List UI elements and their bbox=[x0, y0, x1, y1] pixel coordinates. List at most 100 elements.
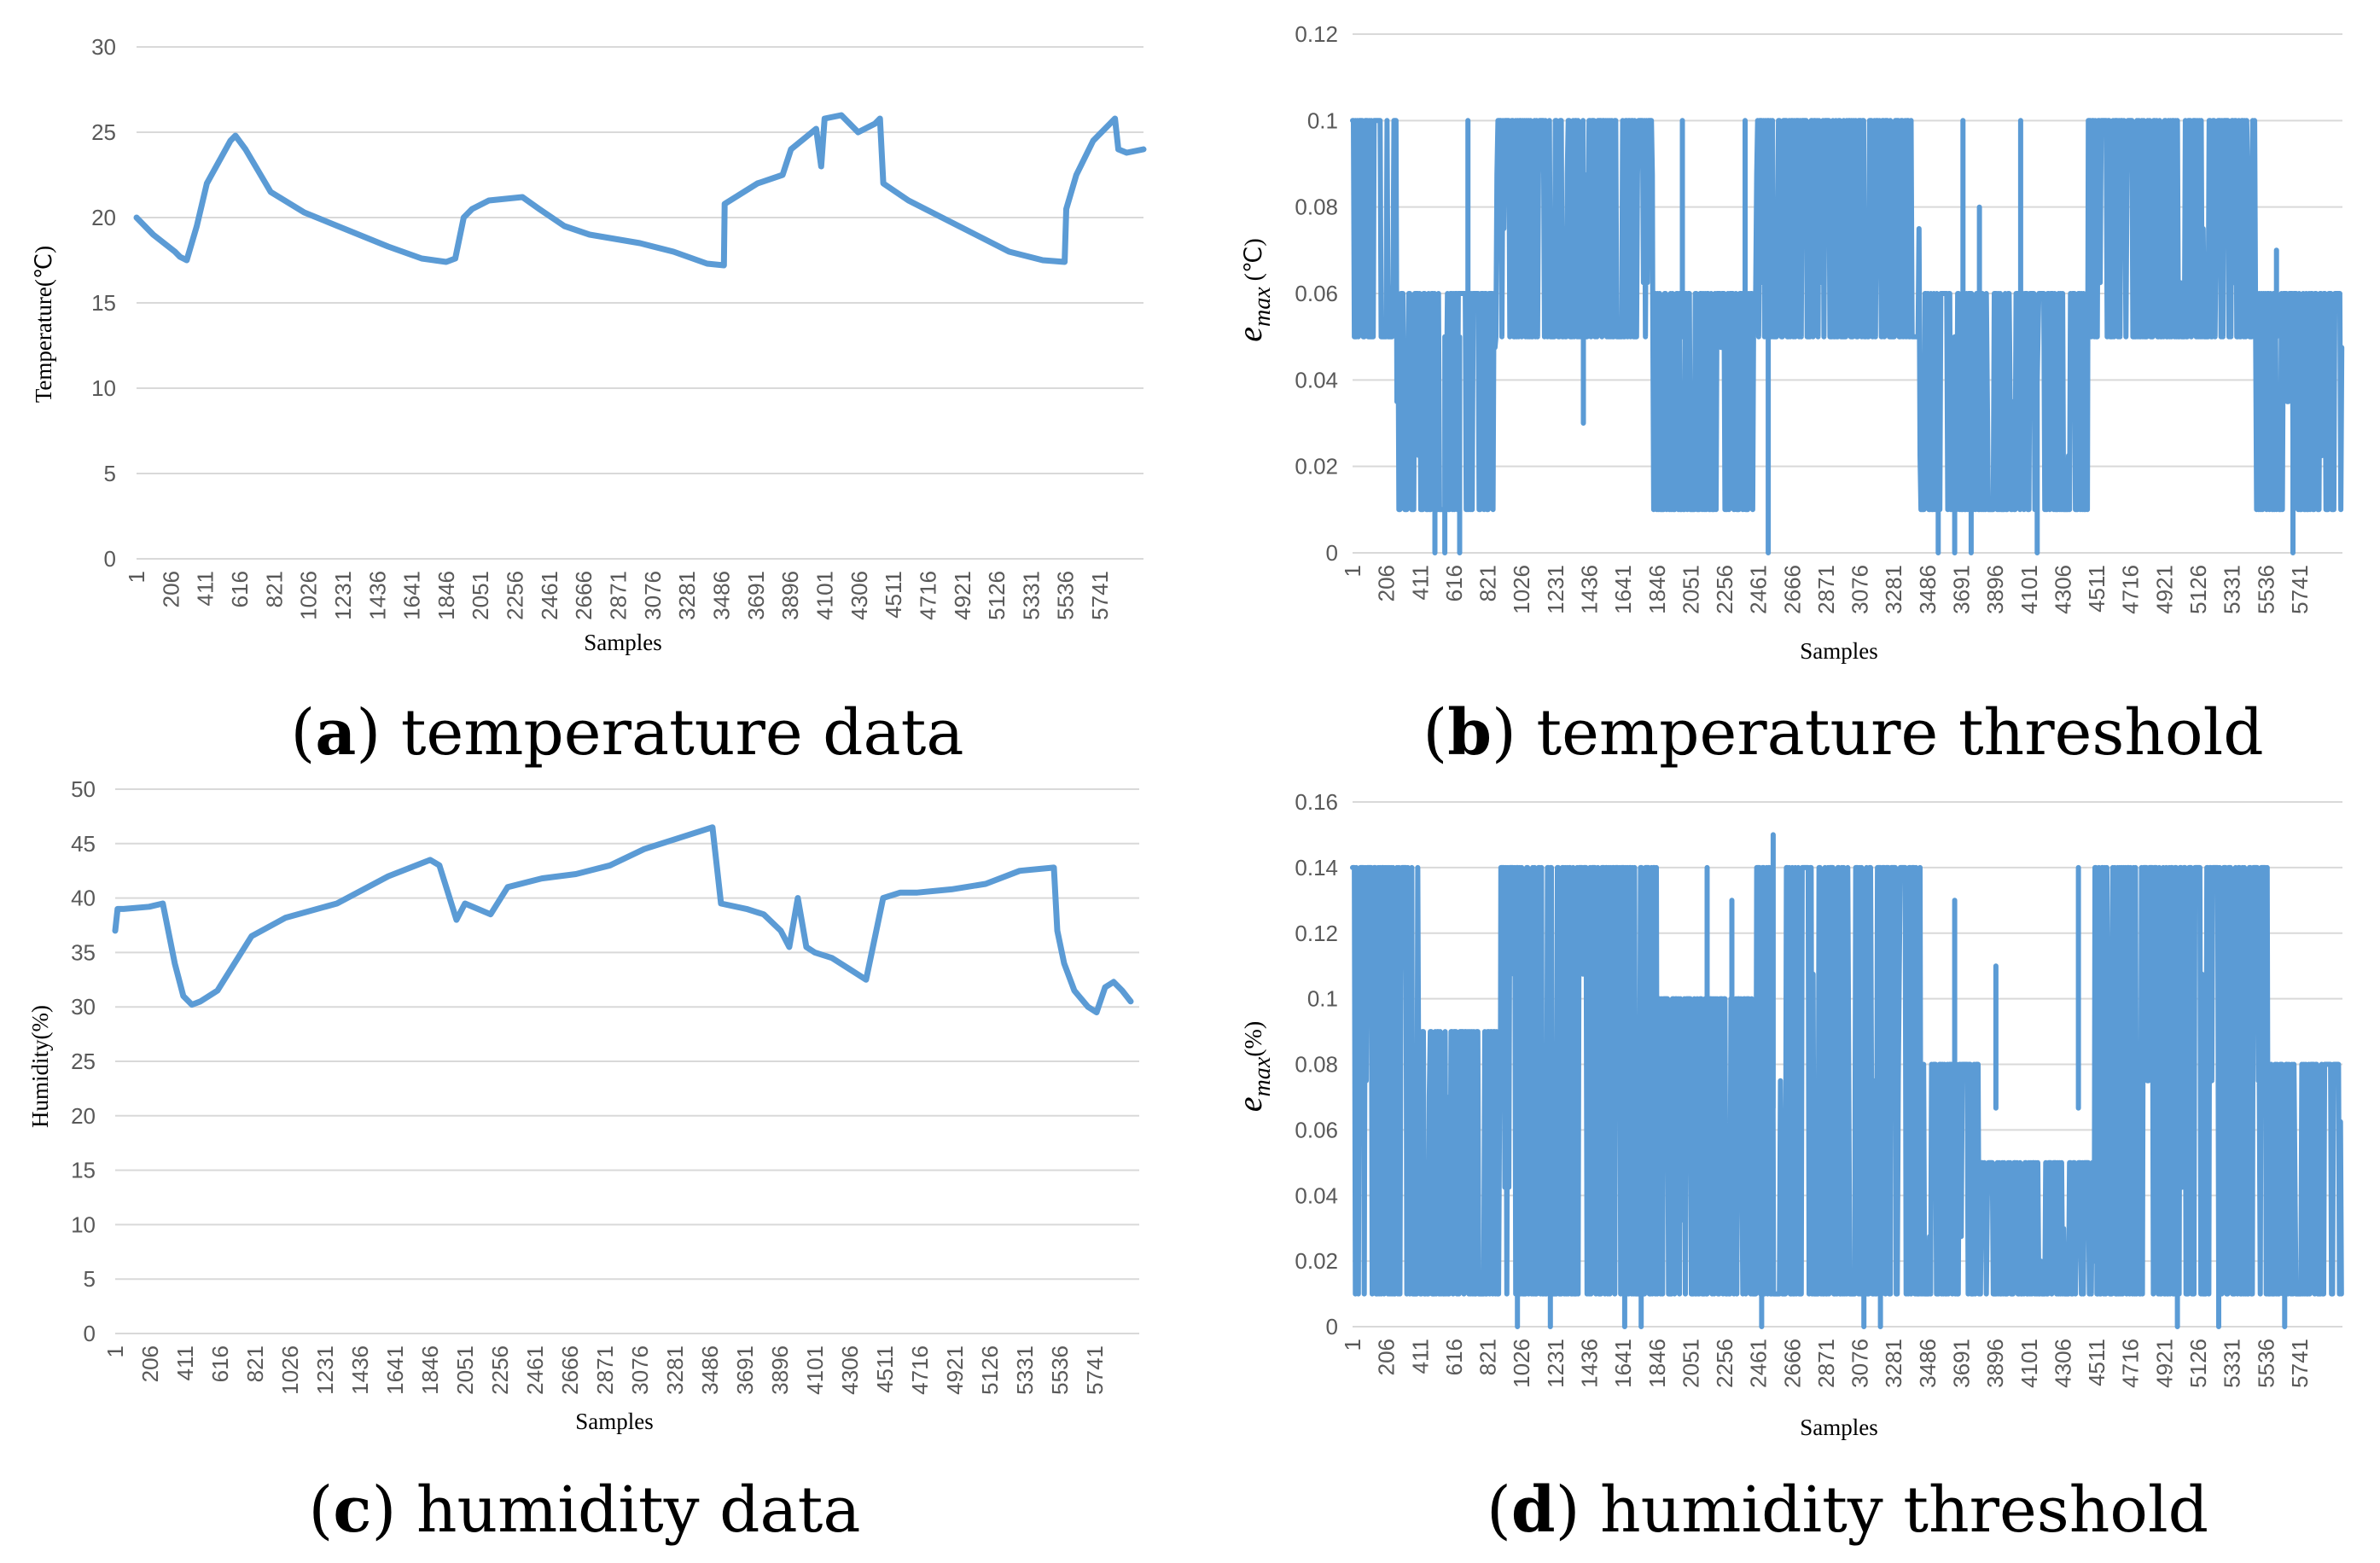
x-tick-label: 1 bbox=[1340, 565, 1365, 577]
x-tick-label: 1 bbox=[124, 571, 149, 583]
x-tick-label: 3076 bbox=[627, 1345, 653, 1395]
y-tick-label: 0.06 bbox=[1295, 281, 1338, 306]
x-tick-label: 411 bbox=[1407, 565, 1433, 600]
x-tick-label: 1846 bbox=[434, 571, 459, 620]
x-tick-label: 5741 bbox=[2287, 1339, 2313, 1388]
x-tick-label: 2461 bbox=[522, 1345, 548, 1395]
x-tick-label: 1436 bbox=[1576, 565, 1602, 614]
y-tick-label: 0.02 bbox=[1295, 1248, 1338, 1274]
y-tick-label: 25 bbox=[71, 1049, 96, 1074]
x-tick-label: 616 bbox=[1441, 1339, 1467, 1375]
x-tick-label: 1641 bbox=[1610, 565, 1636, 614]
x-tick-labels: 1 206 411 616 821 1026 1231 1436 1641 1846 2051 225… bbox=[1340, 565, 2313, 614]
humidity-threshold-series bbox=[1350, 832, 2344, 1329]
x-axis-label: Samples bbox=[584, 630, 662, 655]
y-tick-labels: 0 0.02 0.04 0.06 0.08 0.1 0.12 bbox=[1295, 21, 1338, 566]
caption-b-text: temperature threshold bbox=[1516, 696, 2264, 770]
x-tick-label: 4306 bbox=[2050, 1339, 2075, 1388]
x-tick-label: 411 bbox=[1407, 1339, 1433, 1374]
caption-c-letter: c bbox=[333, 1473, 371, 1547]
panel-temperature-data: 0 5 10 15 20 25 30 1 206 411 616 821 1026 1231 1436 16… bbox=[31, 34, 1147, 770]
y-tick-labels: 0 5 10 15 20 25 30 bbox=[91, 34, 116, 572]
caption-d: (d) humidity threshold bbox=[1487, 1473, 2208, 1547]
x-tick-label: 411 bbox=[172, 1345, 198, 1380]
x-tick-label: 206 bbox=[158, 571, 183, 607]
x-tick-label: 3896 bbox=[1982, 1339, 2008, 1388]
caption-d-letter: d bbox=[1511, 1473, 1556, 1547]
x-tick-label: 2871 bbox=[1813, 565, 1839, 614]
x-tick-label: 1641 bbox=[1610, 1339, 1636, 1388]
x-tick-label: 1026 bbox=[1509, 565, 1534, 614]
x-tick-label: 4716 bbox=[2118, 565, 2144, 614]
caption-c-text: humidity data bbox=[396, 1473, 860, 1547]
x-tick-label: 5126 bbox=[977, 1345, 1003, 1395]
x-tick-label: 3486 bbox=[708, 571, 734, 620]
y-tick-label: 0.04 bbox=[1295, 1182, 1338, 1208]
y-tick-label: 0.08 bbox=[1295, 195, 1338, 220]
x-tick-label: 2666 bbox=[1779, 565, 1805, 614]
y-tick-label: 0.1 bbox=[1307, 107, 1338, 133]
x-tick-label: 616 bbox=[207, 1345, 233, 1382]
x-tick-label: 821 bbox=[261, 571, 287, 607]
x-tick-label: 411 bbox=[193, 571, 218, 606]
x-tick-label: 4921 bbox=[942, 1345, 968, 1395]
caption-d-text: humidity threshold bbox=[1580, 1473, 2208, 1547]
x-tick-label: 5126 bbox=[2185, 565, 2211, 614]
x-tick-label: 1026 bbox=[1509, 1339, 1534, 1388]
x-tick-label: 2666 bbox=[571, 571, 596, 620]
x-tick-label: 5331 bbox=[2220, 1339, 2245, 1388]
x-tick-label: 1846 bbox=[1644, 565, 1670, 614]
x-tick-label: 1 bbox=[1340, 1339, 1365, 1351]
x-tick-label: 3896 bbox=[767, 1345, 793, 1395]
y-tick-label: 15 bbox=[71, 1158, 96, 1183]
x-tick-label: 5331 bbox=[1018, 571, 1044, 620]
x-tick-label: 1846 bbox=[1644, 1339, 1670, 1388]
y-tick-label: 35 bbox=[71, 939, 96, 965]
y-tick-label: 40 bbox=[71, 886, 96, 911]
y-tick-label: 0.12 bbox=[1295, 21, 1338, 47]
y-tick-label: 30 bbox=[91, 34, 116, 60]
y-axis-label: emax (℃) bbox=[1231, 238, 1276, 342]
y-axis-label-e: e bbox=[1231, 327, 1269, 342]
y-axis-label-unit: (℃) bbox=[1241, 238, 1267, 287]
x-tick-label: 2461 bbox=[1746, 1339, 1772, 1388]
grid-lines bbox=[115, 788, 1139, 1334]
y-tick-label: 0.12 bbox=[1295, 921, 1338, 946]
y-tick-label: 20 bbox=[71, 1103, 96, 1129]
y-tick-label: 0.06 bbox=[1295, 1117, 1338, 1142]
x-tick-label: 5536 bbox=[2253, 1339, 2278, 1388]
x-tick-label: 1641 bbox=[399, 571, 425, 620]
caption-a-text: temperature data bbox=[381, 696, 963, 770]
y-tick-label: 0 bbox=[84, 1321, 96, 1346]
x-tick-label: 2666 bbox=[1779, 1339, 1805, 1388]
x-tick-label: 4511 bbox=[2084, 565, 2109, 613]
y-tick-labels: 0 0.02 0.04 0.06 0.08 0.1 0.12 0.14 0.16 bbox=[1295, 789, 1338, 1339]
x-axis-label: Samples bbox=[575, 1409, 654, 1434]
x-tick-label: 2871 bbox=[1813, 1339, 1839, 1388]
x-tick-label: 1231 bbox=[330, 571, 356, 620]
x-tick-label: 1436 bbox=[1576, 1339, 1602, 1388]
x-tick-label: 1026 bbox=[296, 571, 322, 620]
x-tick-label: 4921 bbox=[2151, 1339, 2177, 1388]
x-tick-labels: 1 206 411 616 821 1026 1231 1436 1641 1846 2051 225… bbox=[124, 571, 1113, 620]
x-tick-label: 4921 bbox=[2151, 565, 2177, 614]
x-tick-label: 3076 bbox=[1848, 565, 1873, 614]
x-tick-label: 3486 bbox=[1915, 565, 1941, 614]
x-tick-label: 3691 bbox=[732, 1345, 758, 1395]
y-tick-label: 5 bbox=[84, 1266, 96, 1292]
y-tick-label: 0.04 bbox=[1295, 367, 1338, 392]
x-tick-label: 2871 bbox=[606, 571, 631, 620]
y-tick-label: 5 bbox=[104, 461, 116, 486]
y-axis-label-sub: max bbox=[1249, 287, 1276, 327]
x-tick-label: 2051 bbox=[1678, 565, 1703, 614]
caption-c: (c) humidity data bbox=[309, 1473, 861, 1547]
y-tick-label: 20 bbox=[91, 205, 116, 230]
x-tick-label: 2256 bbox=[1712, 565, 1737, 614]
x-tick-label: 1641 bbox=[382, 1345, 408, 1395]
y-tick-labels: 0 5 10 15 20 25 30 35 40 45 50 bbox=[71, 776, 96, 1346]
x-tick-label: 4716 bbox=[915, 571, 940, 620]
y-tick-label: 45 bbox=[71, 831, 96, 857]
x-tick-label: 2051 bbox=[452, 1345, 478, 1395]
x-tick-label: 2256 bbox=[487, 1345, 513, 1395]
x-tick-label: 2461 bbox=[1746, 565, 1772, 614]
